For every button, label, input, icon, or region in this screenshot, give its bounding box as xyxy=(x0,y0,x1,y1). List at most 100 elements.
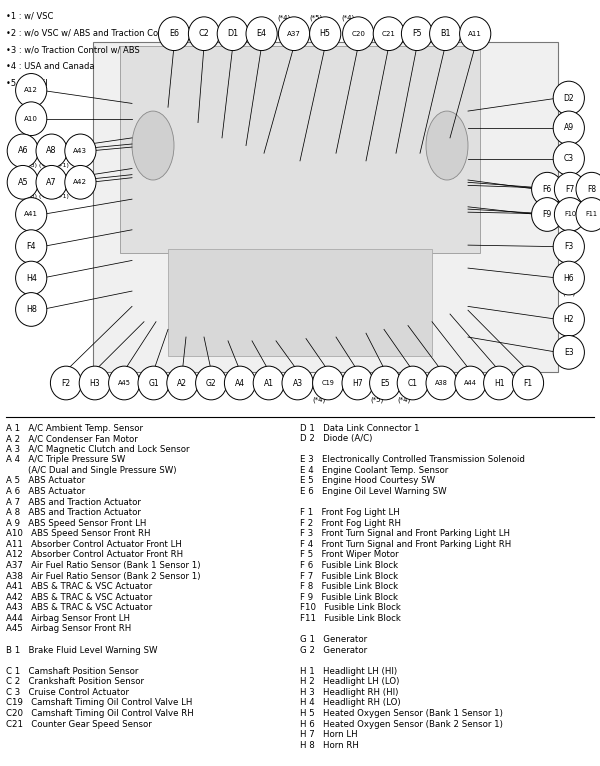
Ellipse shape xyxy=(553,81,584,115)
Text: C21: C21 xyxy=(382,31,396,37)
Bar xyxy=(93,42,558,372)
Text: •5 : Brazil: •5 : Brazil xyxy=(6,79,48,88)
Text: A41   ABS & TRAC & VSC Actuator: A41 ABS & TRAC & VSC Actuator xyxy=(6,582,152,591)
Text: (*4): (*4) xyxy=(278,15,291,21)
Text: C2: C2 xyxy=(199,29,209,38)
Text: F 8   Fusible Link Block: F 8 Fusible Link Block xyxy=(300,582,398,591)
Text: H7: H7 xyxy=(352,378,363,388)
Ellipse shape xyxy=(65,134,96,168)
Ellipse shape xyxy=(370,366,401,400)
Text: A5: A5 xyxy=(17,178,28,187)
Ellipse shape xyxy=(554,198,586,231)
Text: A38: A38 xyxy=(435,380,448,386)
Text: B 1   Brake Fluid Level Warning SW: B 1 Brake Fluid Level Warning SW xyxy=(6,646,157,655)
Text: F11   Fusible Link Block: F11 Fusible Link Block xyxy=(300,614,401,623)
Text: A44   Airbag Sensor Front LH: A44 Airbag Sensor Front LH xyxy=(6,614,130,623)
Text: F 2   Front Fog Light RH: F 2 Front Fog Light RH xyxy=(300,519,401,528)
Text: H2: H2 xyxy=(563,315,574,324)
Ellipse shape xyxy=(430,17,461,51)
Text: D 1   Data Link Connector 1: D 1 Data Link Connector 1 xyxy=(300,424,419,433)
Ellipse shape xyxy=(426,111,468,180)
Text: H 5   Heated Oxygen Sensor (Bank 1 Sensor 1): H 5 Heated Oxygen Sensor (Bank 1 Sensor … xyxy=(300,709,503,718)
Text: A42: A42 xyxy=(73,179,88,185)
Ellipse shape xyxy=(16,261,47,295)
Text: (*5): (*5) xyxy=(309,15,322,21)
Ellipse shape xyxy=(196,366,227,400)
Text: H 3   Headlight RH (HI): H 3 Headlight RH (HI) xyxy=(300,688,398,697)
Text: E 4   Engine Coolant Temp. Sensor: E 4 Engine Coolant Temp. Sensor xyxy=(300,466,448,475)
Text: A41: A41 xyxy=(24,211,38,218)
Text: H1: H1 xyxy=(494,378,505,388)
Ellipse shape xyxy=(246,17,277,51)
Text: H5: H5 xyxy=(320,29,331,38)
Ellipse shape xyxy=(401,17,433,51)
Text: C19: C19 xyxy=(322,380,335,386)
Text: H 7   Horn LH: H 7 Horn LH xyxy=(300,730,358,739)
Text: B1: B1 xyxy=(440,29,451,38)
Text: (*4): (*4) xyxy=(341,15,355,21)
Text: F3: F3 xyxy=(564,242,574,251)
Text: E 5   Engine Hood Courtesy SW: E 5 Engine Hood Courtesy SW xyxy=(300,476,435,486)
Text: (A/C Dual and Single Pressure SW): (A/C Dual and Single Pressure SW) xyxy=(6,466,176,475)
Text: H8: H8 xyxy=(26,305,37,314)
Ellipse shape xyxy=(282,366,313,400)
Ellipse shape xyxy=(224,366,256,400)
Text: A 2   A/C Condenser Fan Motor: A 2 A/C Condenser Fan Motor xyxy=(6,434,138,444)
Text: A1: A1 xyxy=(264,378,274,388)
Ellipse shape xyxy=(553,142,584,175)
Text: G2: G2 xyxy=(206,378,217,388)
Text: A 6   ABS Actuator: A 6 ABS Actuator xyxy=(6,487,85,496)
Text: E6: E6 xyxy=(169,29,179,38)
Text: H 8   Horn RH: H 8 Horn RH xyxy=(300,741,359,750)
Ellipse shape xyxy=(576,198,600,231)
Ellipse shape xyxy=(109,366,140,400)
Ellipse shape xyxy=(426,366,457,400)
Ellipse shape xyxy=(7,134,38,168)
Text: A10: A10 xyxy=(24,116,38,122)
Ellipse shape xyxy=(532,198,563,231)
Text: A45   Airbag Sensor Front RH: A45 Airbag Sensor Front RH xyxy=(6,624,131,633)
Text: F4: F4 xyxy=(26,242,36,251)
Text: A7: A7 xyxy=(46,178,57,187)
Bar xyxy=(168,249,432,356)
Ellipse shape xyxy=(50,366,82,400)
Text: (*5): (*5) xyxy=(562,290,575,296)
Ellipse shape xyxy=(16,198,47,231)
Ellipse shape xyxy=(313,366,344,400)
Text: G 1   Generator: G 1 Generator xyxy=(300,635,367,644)
Text: F5: F5 xyxy=(412,29,422,38)
Ellipse shape xyxy=(253,366,284,400)
Ellipse shape xyxy=(554,172,586,206)
Text: F1: F1 xyxy=(523,378,533,388)
Ellipse shape xyxy=(217,17,248,51)
Ellipse shape xyxy=(310,17,341,51)
Text: •3 : w/o Traction Control w/ ABS: •3 : w/o Traction Control w/ ABS xyxy=(6,45,140,54)
Text: (*5): (*5) xyxy=(370,396,383,402)
Text: E5: E5 xyxy=(380,378,390,388)
Ellipse shape xyxy=(553,111,584,145)
Ellipse shape xyxy=(484,366,515,400)
Ellipse shape xyxy=(16,293,47,326)
Text: F 1   Front Fog Light LH: F 1 Front Fog Light LH xyxy=(300,508,400,517)
Ellipse shape xyxy=(7,165,38,199)
Text: F 4   Front Turn Signal and Front Parking Light RH: F 4 Front Turn Signal and Front Parking … xyxy=(300,540,511,549)
Text: E 6   Engine Oil Level Warning SW: E 6 Engine Oil Level Warning SW xyxy=(300,487,446,496)
Text: A12   Absorber Control Actuator Front RH: A12 Absorber Control Actuator Front RH xyxy=(6,551,183,559)
Text: •4 : USA and Canada: •4 : USA and Canada xyxy=(6,62,95,71)
Text: C20   Camshaft Timing Oil Control Valve RH: C20 Camshaft Timing Oil Control Valve RH xyxy=(6,709,194,718)
Text: F2: F2 xyxy=(61,378,71,388)
Text: A43   ABS & TRAC & VSC Actuator: A43 ABS & TRAC & VSC Actuator xyxy=(6,604,152,612)
Text: F10: F10 xyxy=(564,211,576,218)
Ellipse shape xyxy=(373,17,404,51)
Text: E 3   Electronically Controlled Transmission Solenoid: E 3 Electronically Controlled Transmissi… xyxy=(300,455,525,464)
Text: F7: F7 xyxy=(565,185,575,194)
Text: H4: H4 xyxy=(26,273,37,283)
Text: C1: C1 xyxy=(408,378,418,388)
Text: A 7   ABS and Traction Actuator: A 7 ABS and Traction Actuator xyxy=(6,498,141,506)
Text: A8: A8 xyxy=(46,146,57,155)
Text: F6: F6 xyxy=(542,185,552,194)
Ellipse shape xyxy=(65,165,96,199)
Text: •2 : w/o VSC w/ ABS and Traction Control: •2 : w/o VSC w/ ABS and Traction Control xyxy=(6,28,178,38)
Text: A11: A11 xyxy=(468,31,482,37)
Text: A9: A9 xyxy=(564,123,574,133)
